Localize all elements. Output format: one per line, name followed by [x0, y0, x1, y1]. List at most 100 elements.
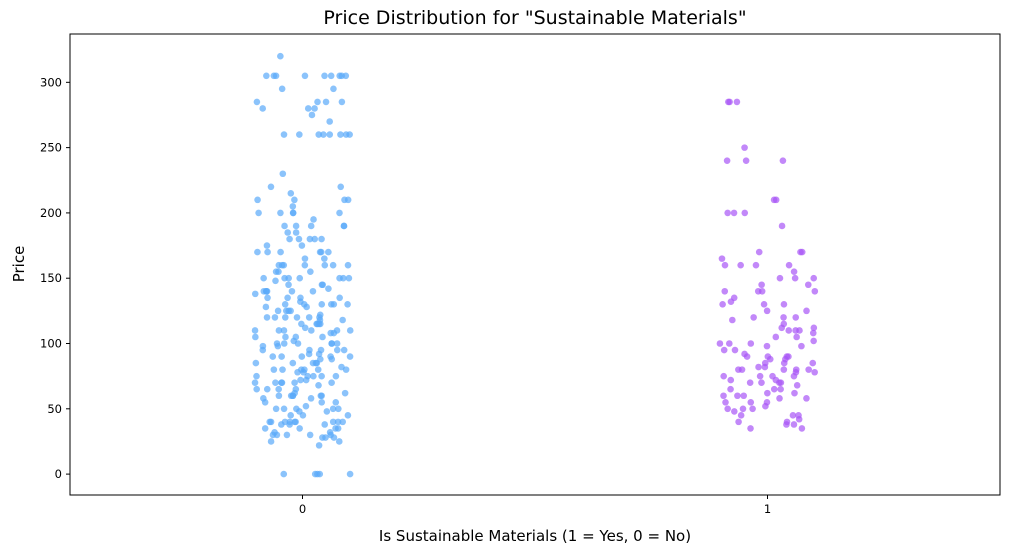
data-point-cat-0 [277, 209, 284, 217]
data-point-cat-1 [764, 389, 771, 397]
data-point-cat-0 [251, 290, 259, 298]
data-point-cat-0 [259, 105, 267, 112]
data-point-cat-1 [721, 261, 729, 269]
data-point-cat-0 [344, 196, 352, 204]
data-point-cat-0 [253, 385, 260, 393]
data-point-cat-0 [345, 274, 353, 282]
x-tick-label: 1 [764, 502, 771, 516]
data-point-cat-1 [722, 398, 729, 406]
data-point-cat-0 [263, 385, 271, 393]
data-point-cat-0 [293, 405, 300, 413]
data-point-cat-0 [329, 418, 337, 426]
data-point-cat-0 [275, 268, 282, 275]
data-point-cat-0 [326, 429, 334, 436]
data-point-cat-1 [756, 372, 764, 380]
data-point-cat-1 [737, 412, 745, 419]
x-tick-label: 0 [299, 502, 306, 516]
data-point-cat-0 [292, 333, 300, 341]
data-point-cat-0 [269, 353, 277, 360]
data-point-cat-1 [730, 294, 738, 302]
data-point-cat-0 [272, 72, 280, 80]
data-point-cat-1 [730, 209, 738, 217]
data-point-cat-0 [291, 379, 298, 386]
data-point-cat-0 [318, 398, 326, 406]
data-point-cat-0 [329, 261, 337, 269]
data-point-cat-1 [758, 287, 766, 295]
data-point-cat-0 [281, 222, 288, 230]
x-axis-label: Is Sustainable Materials (1 = Yes, 0 = N… [379, 527, 691, 545]
chart-title: Price Distribution for "Sustainable Mate… [323, 7, 746, 29]
data-point-cat-0 [310, 372, 317, 380]
data-point-cat-1 [796, 327, 803, 334]
data-point-cat-0 [263, 287, 270, 295]
data-point-cat-0 [318, 281, 326, 289]
data-point-cat-0 [314, 98, 321, 106]
data-point-cat-0 [336, 209, 343, 217]
data-point-cat-0 [264, 294, 271, 302]
data-point-cat-0 [314, 366, 322, 373]
data-point-cat-0 [284, 294, 291, 302]
data-point-cat-1 [755, 248, 763, 256]
data-point-cat-0 [263, 242, 271, 249]
data-point-cat-1 [795, 412, 802, 419]
data-point-cat-0 [279, 366, 286, 373]
data-point-cat-0 [337, 183, 345, 191]
data-point-cat-0 [264, 248, 271, 256]
data-point-cat-0 [333, 346, 341, 354]
data-point-cat-0 [328, 340, 336, 347]
data-point-cat-0 [309, 287, 317, 295]
data-point-cat-0 [281, 418, 289, 426]
data-point-cat-0 [329, 405, 337, 413]
data-point-cat-0 [253, 98, 261, 106]
data-point-cat-0 [288, 287, 296, 295]
y-tick-label: 0 [55, 467, 62, 481]
data-point-cat-0 [307, 268, 314, 275]
data-point-cat-0 [306, 431, 314, 439]
data-point-cat-0 [272, 405, 280, 413]
data-point-cat-0 [306, 235, 314, 243]
data-point-cat-0 [301, 366, 308, 373]
data-point-cat-0 [322, 98, 330, 106]
data-point-cat-0 [267, 183, 275, 191]
data-point-cat-1 [720, 372, 727, 380]
data-point-cat-1 [811, 368, 818, 376]
data-point-cat-0 [281, 301, 289, 308]
data-point-cat-1 [793, 382, 801, 389]
data-point-cat-1 [723, 157, 731, 164]
data-point-cat-1 [789, 412, 797, 419]
data-point-cat-1 [805, 366, 812, 373]
data-point-cat-1 [747, 425, 754, 432]
data-point-cat-0 [315, 131, 323, 138]
data-point-cat-0 [338, 72, 346, 80]
data-point-cat-0 [260, 395, 267, 402]
data-point-cat-1 [758, 379, 765, 386]
data-point-cat-0 [317, 355, 324, 363]
data-point-cat-1 [798, 342, 805, 350]
data-point-cat-1 [760, 301, 768, 308]
data-point-cat-0 [339, 316, 346, 324]
data-point-cat-0 [311, 235, 319, 243]
plot-frame [69, 33, 1001, 496]
data-point-cat-0 [252, 359, 260, 367]
data-point-cat-0 [316, 248, 324, 256]
data-point-cat-0 [319, 333, 326, 341]
y-tick-label: 100 [40, 337, 62, 351]
data-point-cat-0 [341, 389, 349, 397]
data-point-cat-0 [325, 248, 332, 256]
data-point-cat-1 [729, 316, 736, 324]
y-tick-label: 300 [40, 75, 62, 89]
data-point-cat-1 [790, 268, 798, 275]
data-point-cat-1 [721, 287, 729, 295]
data-point-cat-0 [340, 346, 348, 354]
data-point-cat-1 [791, 274, 799, 282]
data-point-cat-0 [261, 425, 269, 432]
data-point-cat-1 [804, 281, 812, 289]
data-point-cat-0 [333, 340, 341, 347]
data-point-cat-1 [770, 385, 778, 393]
data-point-cat-0 [280, 131, 288, 138]
data-point-cat-1 [731, 346, 739, 354]
data-point-cat-0 [278, 85, 286, 93]
data-point-cat-0 [307, 222, 315, 230]
